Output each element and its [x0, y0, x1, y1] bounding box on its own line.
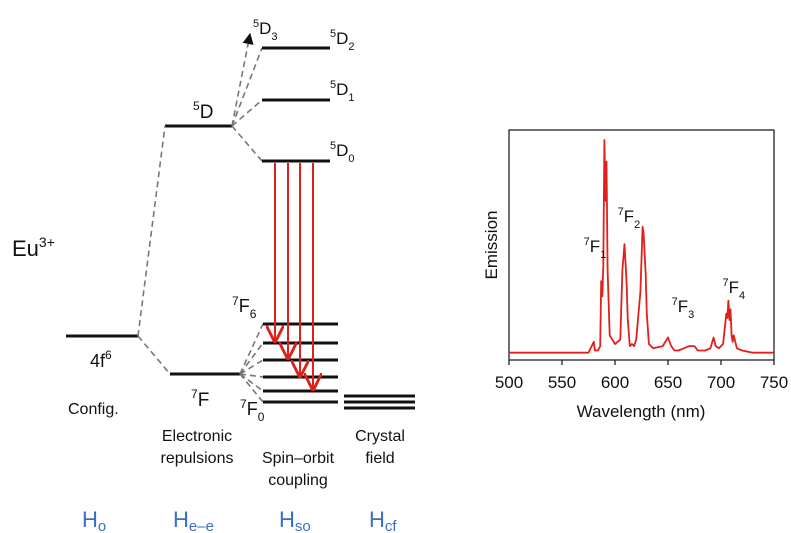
x-tick-label: 550 [548, 373, 576, 392]
connector-5d-d1 [231, 99, 263, 127]
connector-5d-d0 [231, 125, 263, 162]
peak-label: 7F3 [672, 296, 695, 321]
peak-annotations: 7F1 7F2 7F3 7F4 [584, 206, 746, 321]
label-5d0: 5D0 [330, 140, 355, 165]
label-5d3: 5D3 [253, 18, 278, 43]
hamiltonian-ee: He–e [173, 507, 214, 533]
connector-config-5d [137, 125, 166, 337]
connector-7f-f5 [239, 342, 264, 375]
x-tick-label: 600 [601, 373, 629, 392]
connector-7f-f1 [239, 373, 264, 392]
x-axis-label: Wavelength (nm) [577, 402, 706, 421]
connector-5d-d3-arrow [231, 32, 254, 127]
hamiltonian-so: Hso [279, 507, 311, 533]
label-5d2: 5D2 [330, 28, 355, 53]
emission-series-line [509, 139, 774, 354]
x-tick-label: 700 [707, 373, 735, 392]
peak-label: 7F2 [618, 206, 641, 231]
config-level-label: 4f6 [90, 348, 112, 371]
y-axis-label: Emission [482, 211, 501, 280]
stage-label-config: Config. [68, 401, 119, 418]
label-7f0: 7F0 [240, 397, 265, 424]
peak-label: 7F1 [584, 236, 607, 261]
x-axis-ticks: 500 550 600 650 700 750 [495, 360, 788, 392]
energy-level-diagram: Eu3+ 4f6 5D 7F 5D3 5D2 5D1 5D0 [12, 18, 415, 533]
hamiltonian-o: Ho [82, 507, 106, 533]
stage-label-electronic: Electronic repulsions [161, 428, 234, 467]
stage-label-spin-orbit: Spin–orbit coupling [262, 450, 335, 489]
connector-7f-f0 [239, 373, 264, 403]
label-7f6: 7F6 [232, 294, 257, 321]
x-tick-label: 500 [495, 373, 523, 392]
term-5d-label: 5D [193, 99, 213, 123]
stage-label-crystal: Crystal field [355, 428, 405, 467]
peak-label: 7F4 [723, 277, 746, 302]
ion-label: Eu3+ [12, 234, 55, 261]
plot-frame [508, 129, 775, 361]
emission-spectrum-chart: 500 550 600 650 700 750 7F1 7F2 7F3 7F4 Waveleng… [482, 129, 788, 421]
x-tick-label: 750 [760, 373, 788, 392]
label-5d1: 5D1 [330, 79, 355, 104]
connector-7f-f6 [239, 323, 264, 375]
x-tick-label: 650 [654, 373, 682, 392]
connector-7f-f3 [239, 373, 264, 378]
connector-config-7f [137, 335, 171, 375]
connector-7f-f4 [239, 359, 264, 375]
hamiltonian-cf: Hcf [369, 507, 397, 533]
connector-5d-d2 [231, 47, 263, 127]
term-7f-label: 7F [191, 387, 209, 411]
